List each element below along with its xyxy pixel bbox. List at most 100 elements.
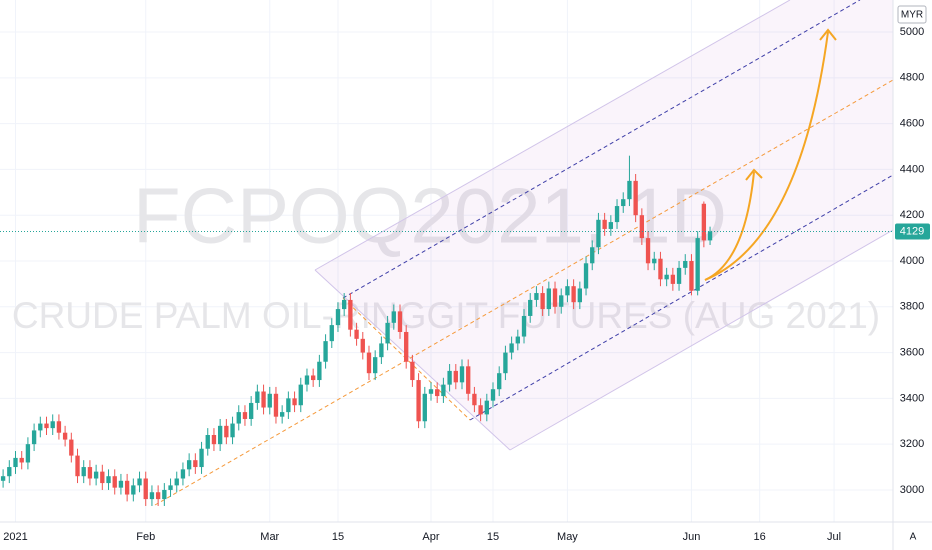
candle-body [484,400,489,415]
candle-body [521,315,527,337]
y-tick-label: 3200 [900,438,924,450]
candle-body [701,203,707,241]
candle-body [676,267,682,284]
candle-body [211,435,217,445]
candle-body [0,476,6,481]
candle-body [199,448,204,468]
y-tick-label: 4200 [900,209,924,221]
candle-body [174,478,179,486]
candle-body [540,293,545,310]
y-tick-label: 3000 [900,484,924,496]
channel-edge [509,229,894,451]
x-tick-label: Mar [260,531,279,543]
candle-body [695,238,700,291]
candle-body [410,361,415,381]
candle-body [614,206,620,223]
candles [0,155,893,506]
candle-body [565,286,570,296]
candle-body [236,412,241,424]
candle-body [497,373,502,390]
currency-box [897,5,927,24]
y-tick-label: 4000 [900,255,924,267]
last-price-box [895,223,930,240]
y-tick-label: 4800 [900,72,924,84]
candle-body [472,393,477,406]
candle-body [168,485,173,490]
candle-body [180,469,186,479]
candle-body [342,299,347,310]
candle-body [186,460,192,470]
candle-body [478,405,483,415]
candle-body [534,293,539,300]
median-line [154,79,894,506]
currency: MYR [901,10,923,21]
candle-body [639,215,645,239]
x-tick-label: 16 [754,531,766,543]
arrow-head [819,28,837,41]
x-tick-label: May [557,531,578,543]
x-tick-label: 15 [332,531,344,543]
candle-body [348,299,353,330]
candle-body [131,485,136,495]
watermark-description: CRUDE PALM OIL-RINGGIT FUTURES (AUG 2021… [12,295,880,336]
candle-body [143,478,148,500]
candle-body [397,311,403,332]
candle-body [205,435,210,449]
x-tick-label: 15 [487,531,499,543]
candle-body [137,478,142,486]
candle-body [360,338,365,353]
candle-body [62,432,68,440]
candle-body [404,331,409,362]
candle-body [608,222,614,229]
candle-body [385,322,390,344]
candle-body [652,258,657,264]
candle-body [149,492,155,500]
candle-body [689,261,694,291]
candle-body [31,430,37,445]
candle-body [583,263,589,289]
candle-body [627,180,632,200]
y-tick-label: 4600 [900,118,924,130]
candle-body [224,425,229,438]
candle-body [658,258,663,280]
candle-body [317,361,322,381]
scale-mode[interactable]: A [910,532,917,543]
candle-body [552,288,558,307]
candle-body [509,343,514,353]
y-tick-label: 5000 [900,26,924,38]
candle-body [230,423,235,438]
candle-body [528,299,533,316]
candle-body [391,311,396,323]
upper-line [342,0,861,299]
candle-body [248,402,254,419]
candle-body [267,393,272,408]
candle-body [279,412,285,417]
candle-body [292,398,297,406]
candle-body [453,370,458,383]
candle-body [428,389,434,394]
candle-body [255,391,260,403]
y-tick-label: 3400 [900,392,924,404]
arrow [704,31,829,281]
candle-body [112,476,117,488]
candle-body [664,274,669,280]
candle-body [56,421,62,433]
candle-body [571,286,576,303]
candle-body [466,366,471,394]
candle-body [298,384,303,406]
candle-body [13,457,18,468]
candle-body [7,467,12,477]
lower-line [469,174,894,421]
candle-body [621,199,626,207]
candle-body [577,288,583,303]
candle-body [81,467,86,477]
candle-body [50,421,55,429]
candle-body [602,219,607,229]
candle-body [590,247,595,264]
candle-body [100,471,105,484]
candle-body [503,352,508,374]
y-tick-label: 3800 [900,301,924,313]
candle-body [447,370,452,385]
